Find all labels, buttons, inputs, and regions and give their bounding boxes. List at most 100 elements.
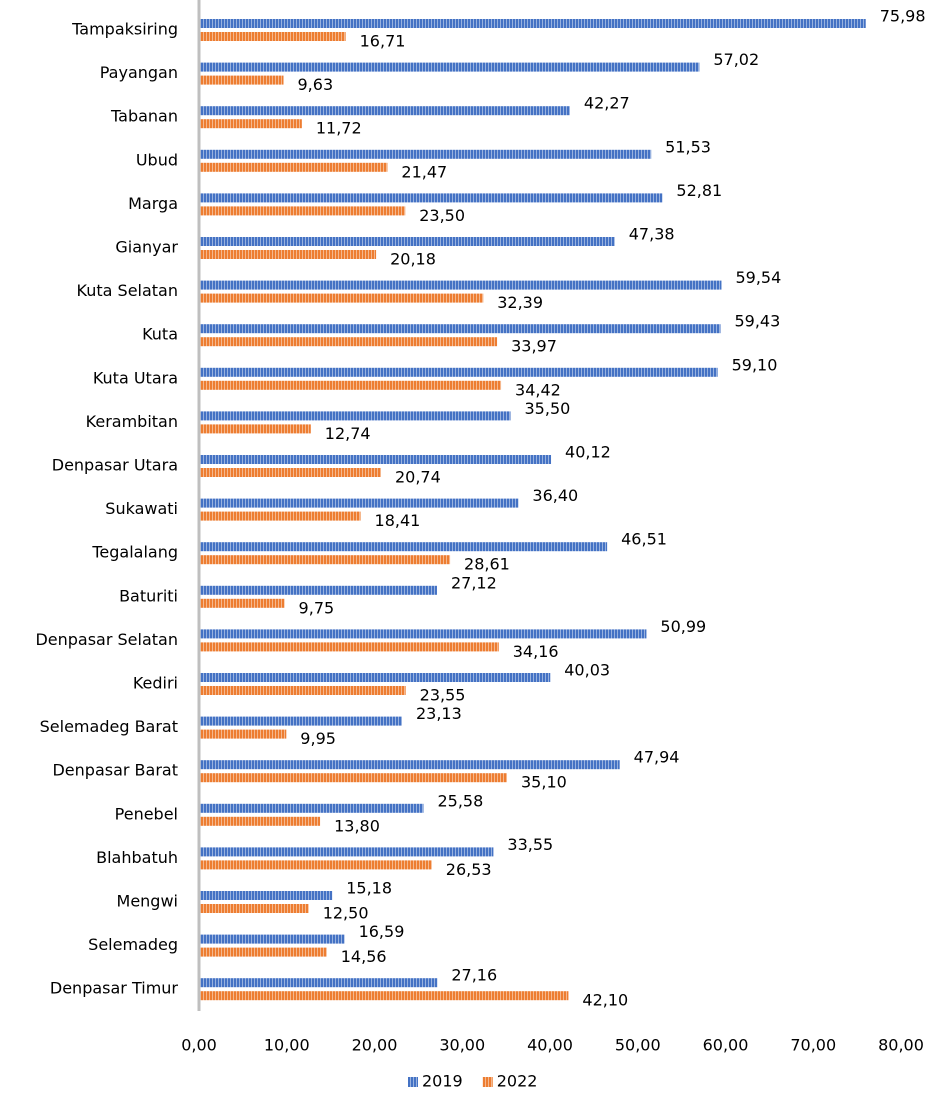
bar <box>199 947 327 957</box>
data-label: 75,98 <box>880 7 926 26</box>
data-label: 33,55 <box>507 835 553 854</box>
bar <box>199 237 615 246</box>
y-tick-label: Blahbatuh <box>96 848 178 867</box>
bar <box>199 380 502 390</box>
data-label: 59,54 <box>735 268 781 287</box>
data-label: 18,41 <box>375 511 421 530</box>
y-tick-label: Denpasar Timur <box>50 979 179 998</box>
bar <box>199 424 311 434</box>
bar <box>199 250 377 259</box>
data-label: 40,03 <box>564 661 610 680</box>
y-tick-label: Kediri <box>133 674 178 693</box>
y-tick-label: Denpasar Selatan <box>35 630 178 649</box>
bar <box>199 411 511 421</box>
data-label: 35,10 <box>521 773 567 792</box>
y-tick-label: Tampaksiring <box>71 20 178 39</box>
data-label: 20,18 <box>390 250 436 269</box>
bar <box>199 455 552 464</box>
y-tick-label: Marga <box>128 194 178 213</box>
data-label: 20,74 <box>395 468 441 487</box>
data-label: 16,59 <box>359 922 405 941</box>
bar <box>199 367 718 377</box>
bar <box>199 803 424 813</box>
bar <box>199 193 663 203</box>
data-label: 12,50 <box>323 904 369 923</box>
y-tick-label: Gianyar <box>115 238 178 257</box>
data-label: 36,40 <box>532 486 578 505</box>
data-label: 9,75 <box>299 598 335 617</box>
bar <box>199 847 494 857</box>
y-tick-label: Sukawati <box>105 499 178 518</box>
data-label: 23,13 <box>416 704 462 723</box>
x-tick-label: 40,00 <box>527 1036 573 1055</box>
y-tick-label: Selemadeg <box>88 935 178 954</box>
bar <box>199 337 498 347</box>
data-label: 23,55 <box>420 686 466 705</box>
data-label: 26,53 <box>446 860 492 879</box>
bar <box>199 555 451 565</box>
x-tick-label: 70,00 <box>790 1036 836 1055</box>
x-tick-label: 0,00 <box>181 1036 217 1055</box>
y-tick-label: Denpasar Utara <box>52 456 178 475</box>
x-tick-label: 10,00 <box>264 1036 310 1055</box>
y-tick-label: Baturiti <box>119 586 178 605</box>
bar <box>199 280 722 290</box>
bar <box>199 149 652 159</box>
legend-swatch <box>482 1077 493 1087</box>
bar <box>199 542 608 552</box>
x-tick-label: 20,00 <box>352 1036 398 1055</box>
data-label: 46,51 <box>621 530 667 549</box>
data-label: 23,50 <box>419 206 465 225</box>
data-label: 34,16 <box>513 642 559 661</box>
y-tick-label: Kuta <box>142 325 178 344</box>
bar <box>199 498 519 508</box>
bar <box>199 62 700 72</box>
bar <box>199 891 333 900</box>
data-label: 59,10 <box>732 355 778 374</box>
data-label: 57,02 <box>713 50 759 69</box>
legend-label: 2019 <box>422 1072 463 1091</box>
data-label: 9,63 <box>298 75 334 94</box>
x-tick-label: 60,00 <box>703 1036 749 1055</box>
data-label: 12,74 <box>325 424 371 443</box>
y-tick-label: Penebel <box>115 804 178 823</box>
bar <box>199 19 866 28</box>
x-tick-label: 30,00 <box>439 1036 485 1055</box>
bar <box>199 716 402 726</box>
y-tick-label: Kuta Utara <box>93 368 178 387</box>
bar <box>199 162 388 172</box>
bar <box>199 511 361 521</box>
bar <box>199 978 438 988</box>
y-tick-label: Tabanan <box>110 107 178 126</box>
bar <box>199 598 285 608</box>
data-label: 21,47 <box>401 162 447 181</box>
data-label: 50,99 <box>660 617 706 636</box>
data-label: 15,18 <box>346 879 392 898</box>
y-tick-label: Ubud <box>136 150 178 169</box>
x-tick-label: 80,00 <box>878 1036 924 1055</box>
bar <box>199 293 484 303</box>
data-label: 47,38 <box>629 225 675 244</box>
bar <box>199 686 406 695</box>
data-label: 35,50 <box>525 399 571 418</box>
legend-label: 2022 <box>497 1072 538 1091</box>
data-label: 27,12 <box>451 573 497 592</box>
y-tick-label: Mengwi <box>117 892 178 911</box>
y-tick-label: Payangan <box>100 63 178 82</box>
bar <box>199 773 508 783</box>
data-label: 42,27 <box>584 94 630 113</box>
bar <box>199 324 721 334</box>
bar <box>199 934 345 944</box>
data-label: 16,71 <box>360 32 406 51</box>
y-tick-label: Tegalalang <box>91 543 178 562</box>
data-label: 32,39 <box>497 293 543 312</box>
data-label: 40,12 <box>565 443 611 462</box>
bar <box>199 585 437 595</box>
y-tick-label: Kerambitan <box>86 412 178 431</box>
data-label: 34,42 <box>515 380 561 399</box>
y-tick-label: Kuta Selatan <box>77 281 178 300</box>
y-tick-label: Denpasar Barat <box>52 761 178 780</box>
data-label: 51,53 <box>665 137 711 156</box>
data-label: 11,72 <box>316 119 362 138</box>
